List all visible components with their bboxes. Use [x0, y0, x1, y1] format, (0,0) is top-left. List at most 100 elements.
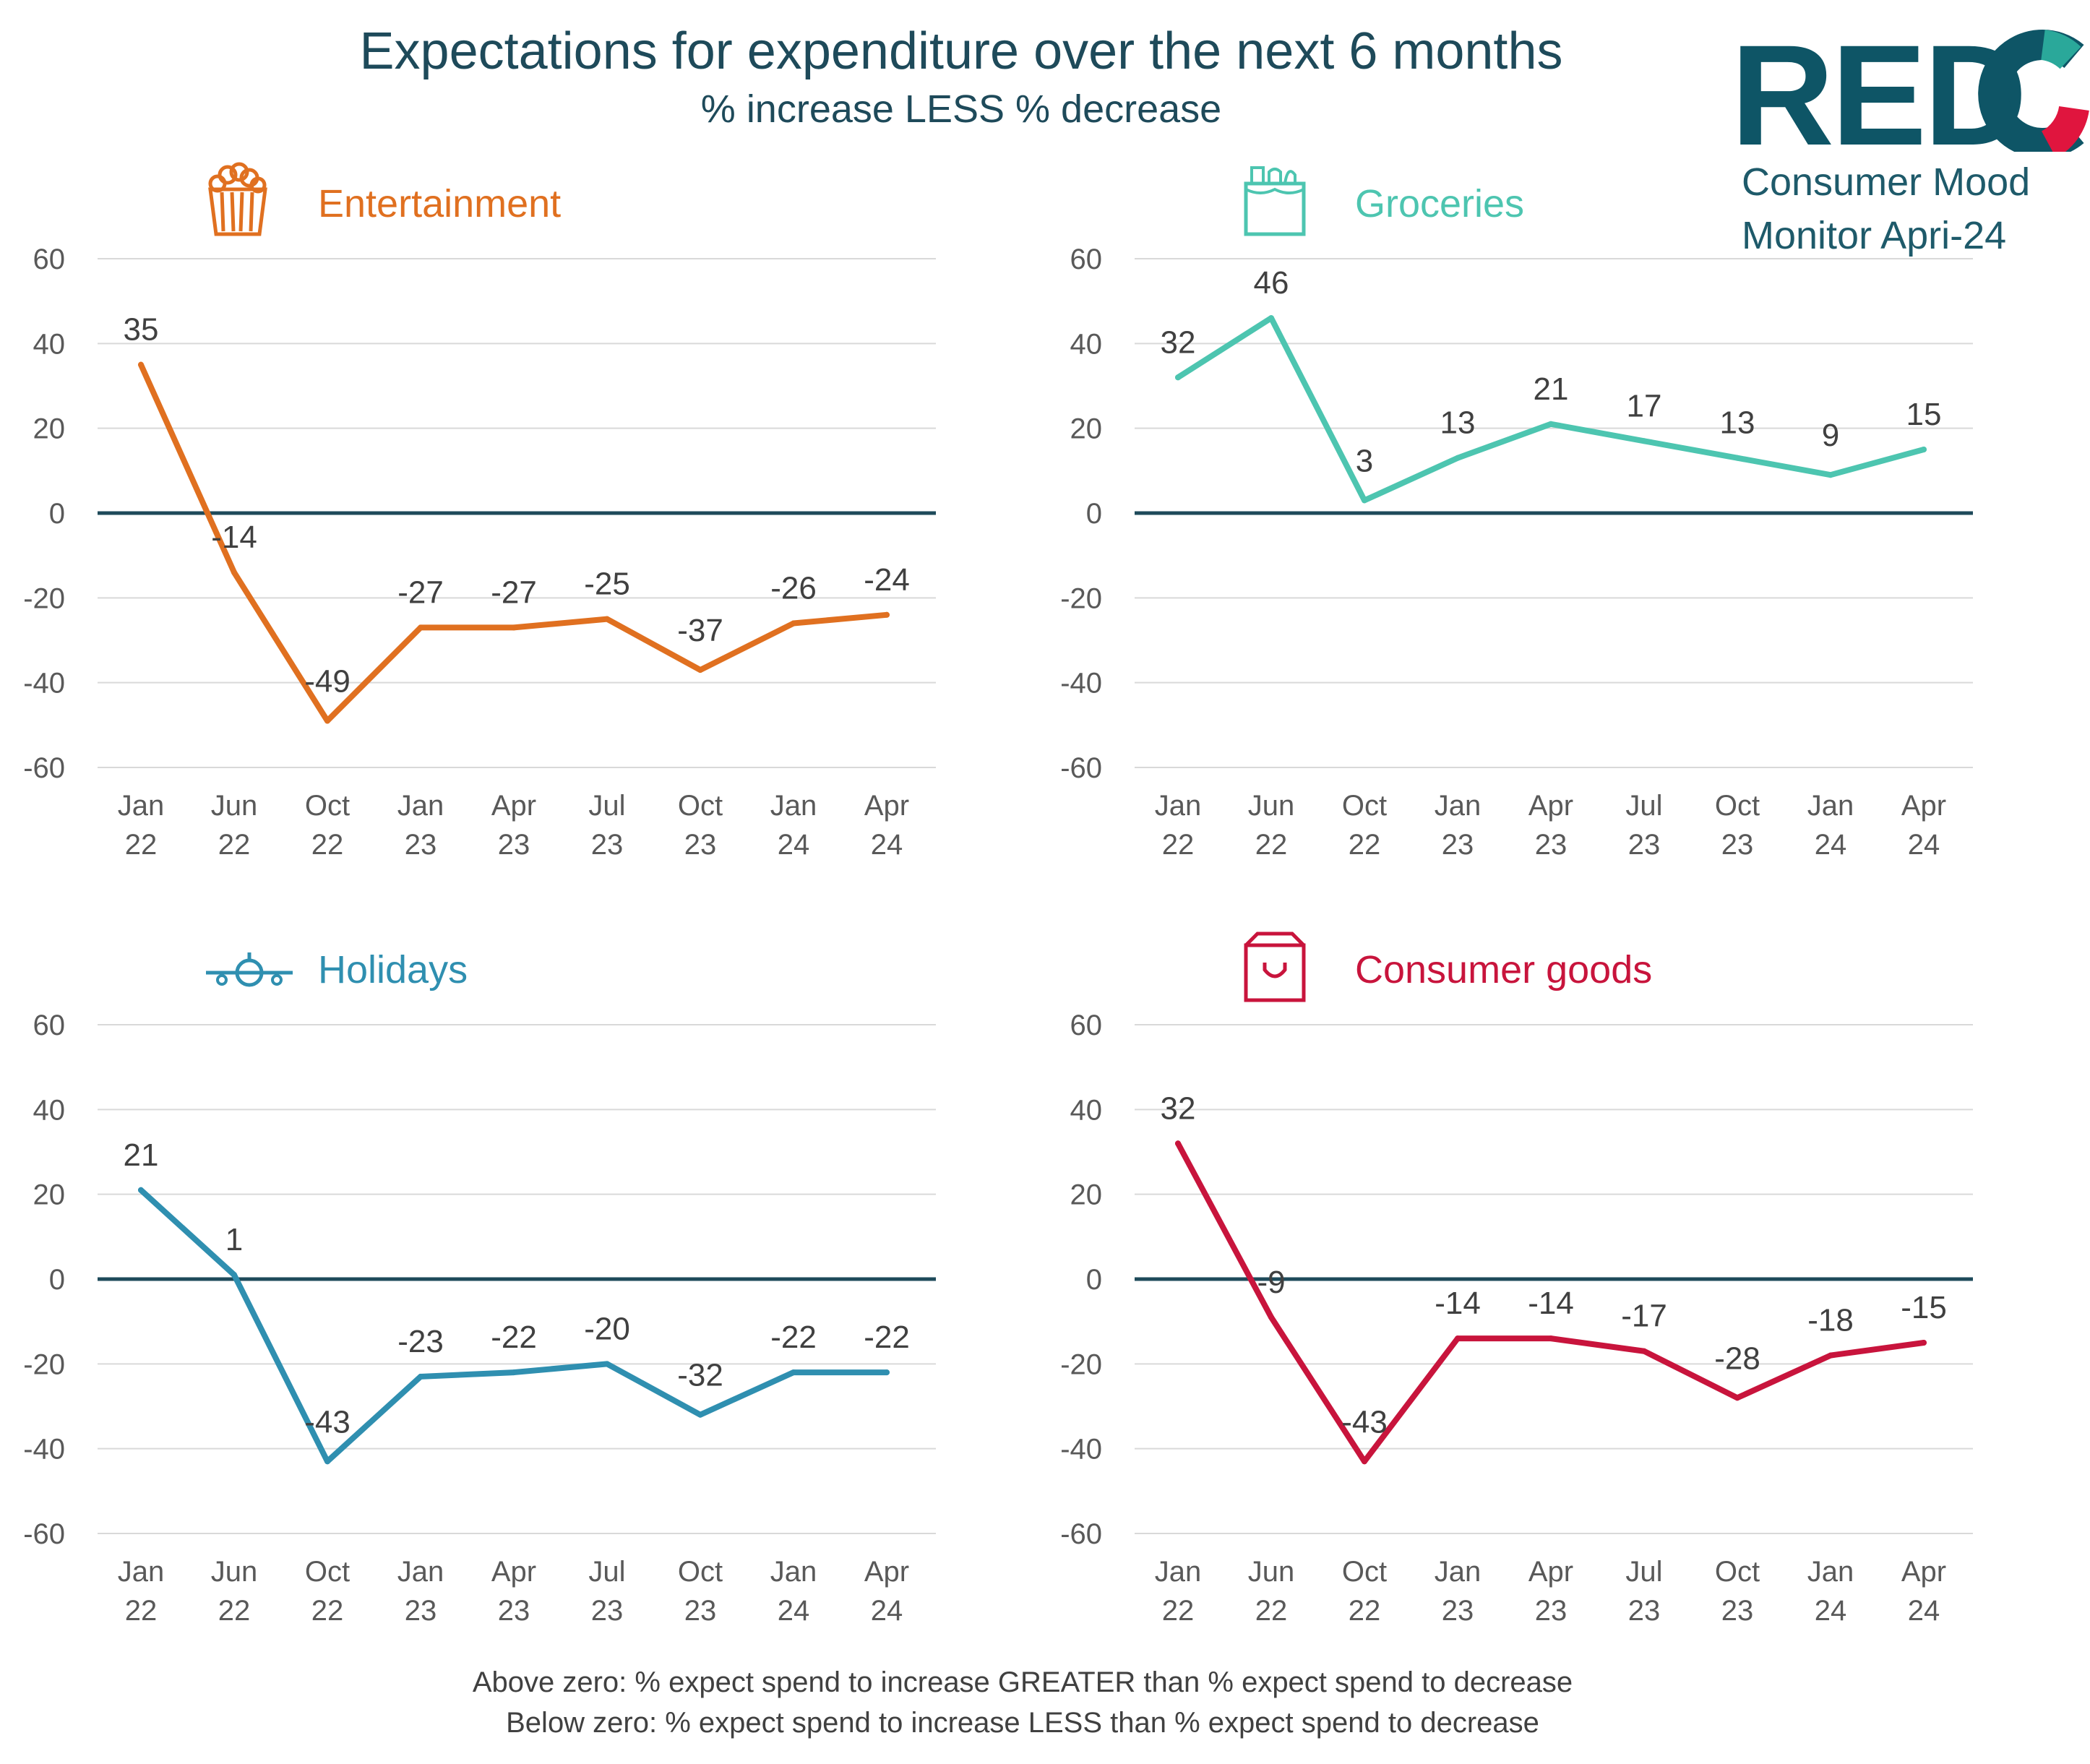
data-point — [1641, 1348, 1647, 1354]
x-tick-label: Oct 23 — [1715, 1556, 1760, 1627]
x-tick-month: Jan — [118, 1556, 165, 1588]
y-tick-label: 20 — [1070, 413, 1103, 445]
data-point — [1362, 1458, 1367, 1465]
logo-caption-line1: Consumer Mood — [1742, 160, 2031, 204]
y-tick-label: -20 — [1060, 1348, 1102, 1380]
x-tick-year: 22 — [1255, 829, 1288, 861]
line-chart: Consumer goods 60 40 20 0 -20 -40 -60 Jan 22 Jun 22… — [1060, 932, 1973, 1627]
data-point — [1921, 447, 1927, 452]
bag-item — [1268, 168, 1282, 184]
x-tick-label: Jan 23 — [397, 1556, 444, 1627]
y-tick-label: 0 — [1086, 1264, 1102, 1296]
data-label: -22 — [864, 1320, 910, 1355]
data-label: 1 — [225, 1222, 243, 1257]
x-tick-label: Jan 22 — [118, 1556, 165, 1627]
y-tick-label: 60 — [33, 1010, 66, 1041]
data-point — [884, 1369, 890, 1376]
x-tick-label: Jun 22 — [211, 790, 258, 861]
data-point — [791, 620, 796, 627]
y-tick-label: 20 — [33, 413, 66, 445]
data-point — [604, 616, 610, 622]
x-tick-month: Apr — [491, 790, 536, 822]
series-line — [1175, 315, 1927, 504]
data-label: -24 — [864, 562, 910, 598]
x-tick-month: Jul — [1625, 790, 1662, 822]
x-tick-month: Jun — [1248, 790, 1295, 822]
data-label: -25 — [584, 567, 630, 602]
data-point — [1268, 315, 1274, 322]
x-tick-label: Apr 23 — [1528, 1556, 1573, 1627]
data-point — [324, 718, 330, 724]
y-tick-label: 20 — [1070, 1179, 1103, 1211]
x-tick-label: Oct 22 — [305, 790, 350, 861]
x-tick-month: Apr — [864, 1556, 909, 1588]
y-tick-label: -20 — [23, 582, 65, 614]
x-tick-label: Jan 24 — [770, 790, 817, 861]
x-tick-label: Jul 23 — [588, 1556, 625, 1627]
x-tick-year: 24 — [1908, 829, 1940, 861]
x-tick-label: Jul 23 — [1625, 1556, 1662, 1627]
data-label: -17 — [1621, 1299, 1667, 1334]
x-tick-label: Jul 23 — [1625, 790, 1662, 861]
x-tick-label: Jan 23 — [1435, 790, 1482, 861]
y-tick-label: -60 — [1060, 1518, 1102, 1550]
x-tick-month: Apr — [1528, 790, 1573, 822]
x-tick-year: 23 — [1628, 1595, 1661, 1627]
data-label: -18 — [1807, 1303, 1854, 1338]
data-point — [231, 1272, 237, 1278]
y-tick-label: -40 — [1060, 1434, 1102, 1466]
data-point — [1548, 1335, 1554, 1342]
y-tick-label: -40 — [23, 1434, 65, 1466]
x-tick-label: Jan 23 — [1435, 1556, 1482, 1627]
data-point — [138, 1187, 144, 1193]
plane-engine — [216, 974, 228, 986]
x-tick-label: Apr 24 — [1901, 790, 1946, 861]
x-tick-month: Jan — [397, 790, 444, 822]
popcorn-stripe — [220, 192, 225, 232]
data-label: 9 — [1822, 418, 1839, 453]
bag-top — [1244, 932, 1305, 947]
data-point — [324, 1458, 330, 1465]
data-label: 21 — [1534, 371, 1569, 407]
x-tick-year: 22 — [1162, 829, 1195, 861]
y-tick-label: -40 — [23, 668, 65, 700]
data-label: 32 — [1161, 1090, 1196, 1126]
x-tick-month: Jan — [1807, 790, 1854, 822]
x-tick-month: Jun — [211, 1556, 258, 1588]
popcorn-kernel — [218, 165, 238, 185]
y-tick-label: 40 — [1070, 1094, 1103, 1126]
x-tick-month: Jan — [1807, 1556, 1854, 1588]
y-tick-label: 60 — [1070, 1010, 1103, 1041]
data-point — [884, 611, 890, 618]
x-tick-label: Apr 23 — [491, 790, 536, 861]
panel-title: Entertainment — [318, 182, 561, 225]
x-tick-label: Jan 23 — [397, 790, 444, 861]
x-tick-year: 22 — [125, 829, 158, 861]
x-tick-month: Oct — [1342, 790, 1387, 822]
data-point — [1828, 472, 1833, 478]
data-label: -20 — [584, 1311, 630, 1346]
data-point — [138, 361, 144, 368]
y-tick-label: 20 — [33, 1179, 66, 1211]
data-label: -26 — [770, 571, 817, 606]
x-tick-label: Jun 22 — [1248, 790, 1295, 861]
x-tick-month: Jan — [118, 790, 165, 822]
bag-fold — [1245, 187, 1304, 194]
data-point — [1548, 421, 1554, 427]
plane-engine — [271, 974, 283, 986]
logo-c-mark — [1978, 30, 2089, 152]
data-label: -23 — [397, 1324, 444, 1359]
logo-text: RED — [1731, 29, 2024, 152]
data-point — [1734, 455, 1740, 461]
x-tick-year: 23 — [1721, 829, 1754, 861]
x-tick-month: Jan — [770, 790, 817, 822]
x-tick-month: Jan — [1435, 1556, 1482, 1588]
data-label: -27 — [491, 575, 537, 610]
data-point — [231, 569, 237, 576]
bag-body — [1244, 943, 1306, 1002]
x-tick-label: Jan 22 — [1155, 790, 1202, 861]
x-tick-year: 22 — [218, 1595, 251, 1627]
x-tick-year: 24 — [1815, 829, 1847, 861]
data-point — [1362, 497, 1367, 504]
x-tick-label: Apr 24 — [1901, 1556, 1946, 1627]
